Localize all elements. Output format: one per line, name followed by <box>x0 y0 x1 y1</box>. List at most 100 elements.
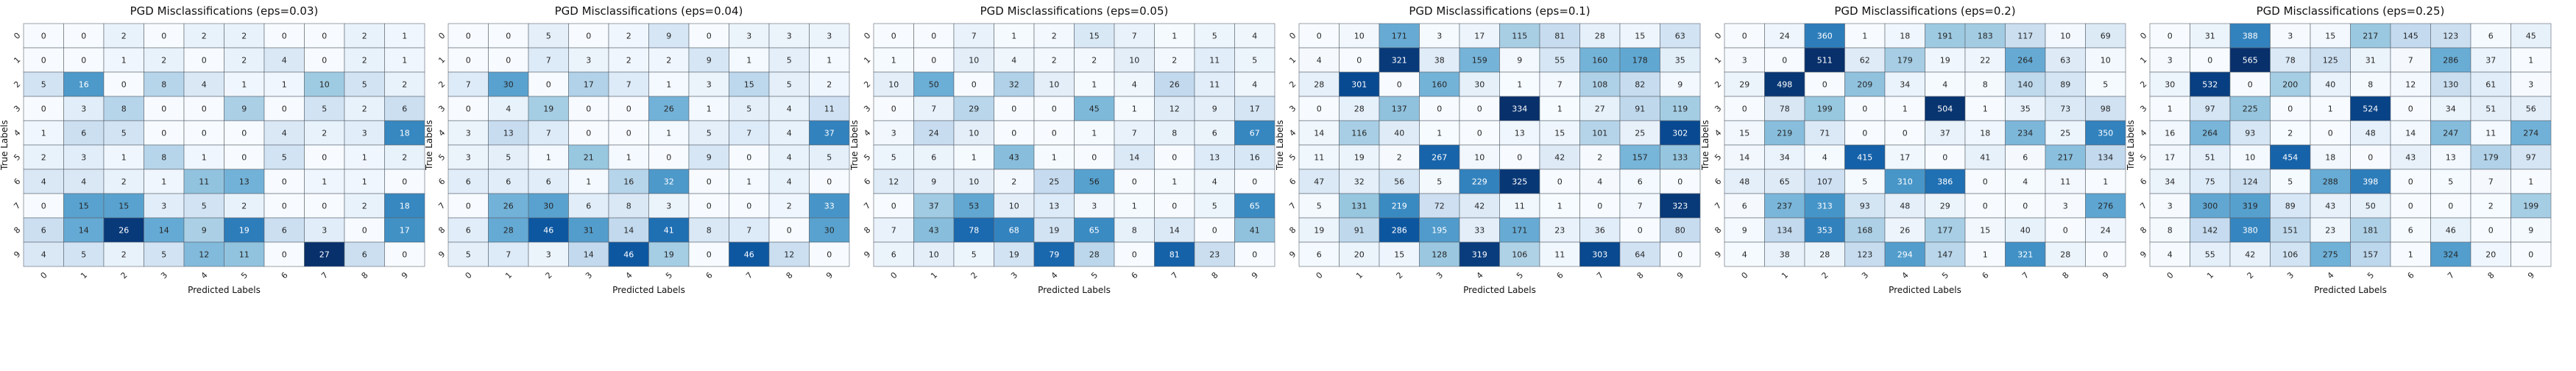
heatmap-cell <box>183 144 224 170</box>
cell-value-label: 11 <box>1209 56 1220 66</box>
cell-value-label: 11 <box>1209 80 1220 90</box>
heatmap-cell <box>1964 193 2006 219</box>
cell-value-label: 11 <box>1515 202 1525 211</box>
cell-value-label: 9 <box>666 32 671 41</box>
y-tick-label: 9 <box>862 250 872 260</box>
cell-value-label: 56 <box>1394 177 1404 187</box>
y-tick-label: 3 <box>12 104 22 114</box>
cell-value-label: 34 <box>2165 177 2175 187</box>
cell-value-label: 10 <box>969 129 979 138</box>
cell-value-label: 3 <box>1742 56 1747 66</box>
heatmap-cell <box>23 144 64 170</box>
cell-value-label: 18 <box>1900 32 1910 41</box>
heatmap-cell <box>1033 120 1075 146</box>
heatmap-cell <box>768 71 810 97</box>
heatmap-cell <box>1234 120 1275 146</box>
heatmap-panel-5: PGD Misclassifications (eps=0.25)0 31 388 3… <box>2126 4 2552 295</box>
cell-value-label: 19 <box>1009 250 1019 260</box>
heatmap-cell <box>994 96 1035 121</box>
cell-value-label: 0 <box>1172 153 1177 163</box>
cell-value-label: 0 <box>2448 202 2453 211</box>
cell-value-label: 14 <box>2405 129 2416 138</box>
heatmap-cell <box>488 169 529 194</box>
cell-value-label: 0 <box>161 32 166 41</box>
cell-value-label: 106 <box>2282 250 2298 260</box>
heatmap-cell <box>2470 120 2511 146</box>
heatmap-cell <box>1844 144 1886 170</box>
cell-value-label: 0 <box>466 32 471 41</box>
cell-value-label: 4 <box>1942 80 1947 90</box>
heatmap-cell <box>953 71 994 97</box>
cell-value-label: 5 <box>1252 56 1257 66</box>
cell-value-label: 3 <box>746 32 751 41</box>
cell-value-label: 219 <box>1777 129 1792 138</box>
heatmap-cell <box>768 217 810 243</box>
cell-value-label: 0 <box>2103 250 2108 260</box>
cell-value-label: 288 <box>2323 177 2338 187</box>
heatmap-cell <box>2350 96 2391 121</box>
cell-value-label: 0 <box>1742 32 1747 41</box>
y-tick-label: 0 <box>1287 31 1298 41</box>
y-tick-label: 7 <box>436 201 447 211</box>
heatmap-cell <box>1379 169 1420 194</box>
heatmap-cell <box>2190 144 2231 170</box>
heatmap-cell <box>304 241 345 267</box>
heatmap-cell <box>1804 144 1845 170</box>
cell-value-label: 30 <box>824 226 835 236</box>
heatmap-cell <box>23 23 64 49</box>
cell-value-label: 286 <box>1392 226 1407 236</box>
cell-value-label: 81 <box>1554 32 1565 41</box>
cell-value-label: 12 <box>784 250 794 260</box>
cell-value-label: 28 <box>1089 250 1100 260</box>
x-tick-label: 4 <box>1900 270 1911 280</box>
x-tick-label: 2 <box>544 270 554 280</box>
cell-value-label: 10 <box>1009 202 1019 211</box>
heatmap-cell <box>2045 144 2086 170</box>
cell-value-label: 10 <box>1049 80 1059 90</box>
cell-value-label: 0 <box>1942 153 1947 163</box>
heatmap-cell <box>1459 241 1500 267</box>
heatmap-cell <box>488 23 529 49</box>
heatmap-cell <box>1074 120 1115 146</box>
heatmap-cell <box>2470 47 2511 73</box>
heatmap-cell <box>263 217 305 243</box>
cell-value-label: 5 <box>1317 202 1322 211</box>
cell-value-label: 179 <box>2483 153 2499 163</box>
x-tick-label: 2 <box>1820 270 1830 280</box>
cell-value-label: 124 <box>2243 177 2258 187</box>
x-tick-label: 2 <box>969 270 980 280</box>
cell-value-label: 93 <box>2245 129 2255 138</box>
cell-value-label: 5 <box>466 250 471 260</box>
cell-value-label: 56 <box>2526 105 2536 114</box>
cell-value-label: 71 <box>1819 129 1830 138</box>
y-tick-label: 6 <box>436 177 447 187</box>
cell-value-label: 15 <box>744 80 754 90</box>
cell-value-label: 72 <box>1434 202 1445 211</box>
cell-value-label: 0 <box>41 56 46 66</box>
cell-value-label: 5 <box>2103 80 2108 90</box>
cell-value-label: 0 <box>322 153 327 163</box>
heatmap-cell <box>1579 47 1621 73</box>
heatmap-cell <box>1884 120 1925 146</box>
y-tick-label: 2 <box>1713 80 1723 90</box>
heatmap-cell <box>873 169 914 194</box>
cell-value-label: 7 <box>1557 80 1563 90</box>
y-tick-label: 0 <box>12 31 22 41</box>
cell-value-label: 26 <box>664 105 674 114</box>
cell-value-label: 0 <box>41 32 46 41</box>
y-tick-label: 2 <box>436 80 447 90</box>
cell-value-label: 360 <box>1817 32 1833 41</box>
heatmap-cell <box>224 23 265 49</box>
cell-value-label: 19 <box>543 105 553 114</box>
cell-value-label: 1 <box>362 153 367 163</box>
cell-value-label: 33 <box>1474 226 1485 236</box>
chart-title: PGD Misclassifications (eps=0.1) <box>1409 4 1590 18</box>
cell-value-label: 8 <box>121 105 127 114</box>
cell-value-label: 0 <box>1091 153 1097 163</box>
cell-value-label: 3 <box>2168 56 2173 66</box>
cell-value-label: 0 <box>1517 153 1522 163</box>
cell-value-label: 134 <box>2098 153 2113 163</box>
cell-value-label: 565 <box>2243 56 2258 66</box>
cell-value-label: 9 <box>1212 105 1217 114</box>
